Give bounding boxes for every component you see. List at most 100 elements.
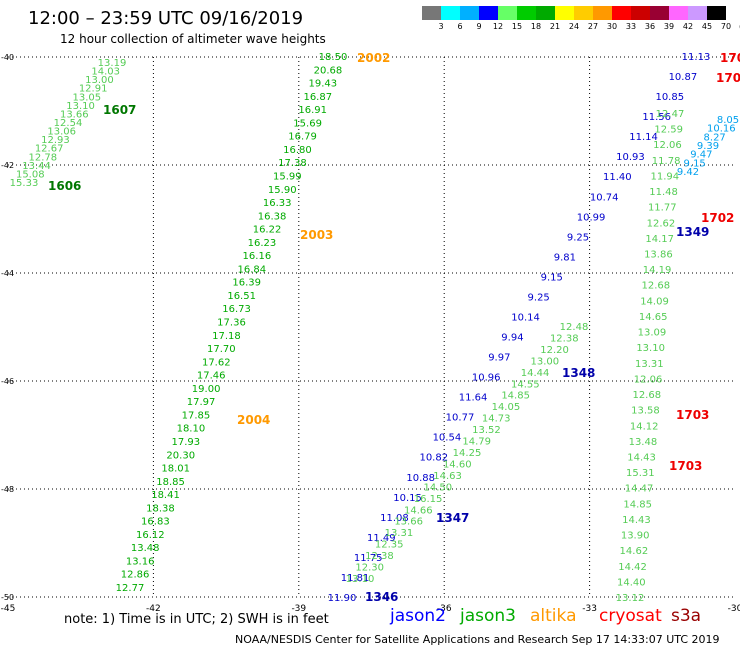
colorbar-swatch	[536, 6, 555, 20]
swh-value: 12.54	[54, 118, 83, 129]
lat-tick-label: -50	[1, 593, 14, 602]
pass-label: 1703	[676, 408, 709, 422]
swh-value: 13.66	[394, 517, 423, 528]
colorbar-swatch	[631, 6, 650, 20]
axis-labels: -45 -42 -39 -36 -33 -30 -40 -42 -44 -46 -48 -50	[1, 53, 740, 614]
swh-value: 10.14	[511, 312, 540, 323]
colorbar-swatch	[479, 6, 498, 20]
swh-value: 9.47	[690, 150, 712, 161]
colorbar-swatch	[460, 6, 479, 20]
swh-value: 14.60	[443, 459, 472, 470]
swh-value: 15.33	[10, 178, 39, 189]
lon-tick-label: -39	[291, 604, 306, 614]
swh-value: 12.67	[35, 144, 64, 155]
swh-value: 12.86	[121, 570, 150, 581]
swh-value: 20.68	[314, 65, 343, 76]
swh-value: 14.43	[622, 515, 651, 526]
swh-value: 18.41	[151, 490, 180, 501]
swh-value: 17.62	[202, 357, 231, 368]
swh-value: 14.73	[482, 414, 511, 425]
subtitle: 12 hour collection of altimeter wave hei…	[60, 32, 326, 46]
swh-value: 17.93	[172, 437, 201, 448]
pass-label: 2004	[237, 413, 270, 427]
swh-value: 16.51	[227, 291, 256, 302]
swh-value: 14.09	[640, 296, 669, 307]
colorbar-swatch	[612, 6, 631, 20]
pass-label: 170	[720, 51, 740, 65]
swh-value: 12.30	[355, 563, 384, 574]
colorbar-label: 12	[492, 22, 504, 31]
swh-value: 8.27	[704, 132, 726, 143]
swh-value: 8.05	[717, 115, 739, 126]
swh-value: 12.47	[656, 109, 685, 120]
swh-value: 16.84	[237, 264, 266, 275]
swh-value: 12.20	[540, 345, 569, 356]
swh-value: 14.79	[462, 437, 491, 448]
swh-value: 10.96	[472, 373, 501, 384]
colorbar-label: 3	[438, 22, 444, 31]
swh-value: 16.38	[258, 211, 287, 222]
swh-value: 16.16	[243, 251, 272, 262]
swh-value: 14.55	[511, 379, 540, 390]
colorbar-label: 6	[457, 22, 463, 31]
colorbar-swatch	[498, 6, 517, 20]
swh-value: 11.78	[652, 156, 681, 167]
swh-value: 16.15	[414, 494, 443, 505]
swh-value: 13.19	[98, 58, 127, 69]
swh-value: 13.10	[636, 343, 665, 354]
swh-value: 13.31	[635, 359, 664, 370]
swh-value: 11.64	[459, 393, 488, 404]
swh-value: 13.09	[638, 328, 667, 339]
swh-value: 13.05	[73, 92, 102, 103]
swh-value: 11.75	[354, 553, 383, 564]
swh-value: 10.74	[590, 192, 619, 203]
swh-value: 18.10	[177, 424, 206, 435]
swh-value: 18.85	[156, 477, 185, 488]
colorbar-label: 15	[511, 22, 523, 31]
lat-tick-label: -40	[1, 53, 14, 62]
swh-value: 12.06	[634, 374, 663, 385]
swh-value: 16.22	[253, 225, 282, 236]
swh-value: 17.18	[212, 331, 241, 342]
swh-value: 9.25	[528, 292, 550, 303]
swh-value: 11.08	[380, 513, 409, 524]
swh-value: 14.03	[91, 67, 120, 78]
colorbar-swatch	[422, 6, 441, 20]
swh-value: 16.12	[136, 530, 165, 541]
swh-value: 13.00	[530, 356, 559, 367]
colorbar-label: 36	[644, 22, 656, 31]
swh-value: 12.35	[375, 540, 404, 551]
swh-value: 13.86	[644, 250, 673, 261]
swh-value: 13.44	[22, 161, 51, 172]
swh-value: 14.17	[645, 234, 674, 245]
swh-value: 13.58	[631, 406, 660, 417]
swh-value: 14.43	[627, 452, 656, 463]
swh-value: 17.85	[182, 410, 211, 421]
swh-value: 11.13	[682, 52, 711, 63]
swh-value: 9.97	[488, 353, 510, 364]
swh-value: 13.16	[126, 556, 155, 567]
colorbar-label: (ft)	[737, 22, 740, 31]
legend-cryosat: cryosat	[599, 606, 662, 626]
colorbar-label: 39	[663, 22, 675, 31]
swh-value: 13.90	[621, 531, 650, 542]
swh-value: 12.06	[653, 140, 682, 151]
swh-value: 13.12	[616, 593, 645, 604]
pass-label: 1702	[701, 211, 734, 225]
swh-value: 17.36	[217, 318, 246, 329]
colorbar-label: 21	[549, 22, 561, 31]
swh-value: 11.48	[649, 187, 678, 198]
lon-tick-label: -42	[146, 604, 161, 614]
swh-value: 16.79	[288, 132, 317, 143]
colorbar-label: 18	[530, 22, 542, 31]
swh-value: 18.38	[146, 503, 175, 514]
swh-value: 11.90	[328, 593, 357, 604]
swh-value: 12.59	[654, 125, 683, 136]
colorbar-swatch	[650, 6, 669, 20]
swh-value: 15.31	[626, 468, 655, 479]
swh-value: 15.90	[268, 185, 297, 196]
swh-value: 13.52	[472, 425, 501, 436]
colorbar-label: 27	[587, 22, 599, 31]
swh-value: 17.46	[197, 371, 226, 382]
